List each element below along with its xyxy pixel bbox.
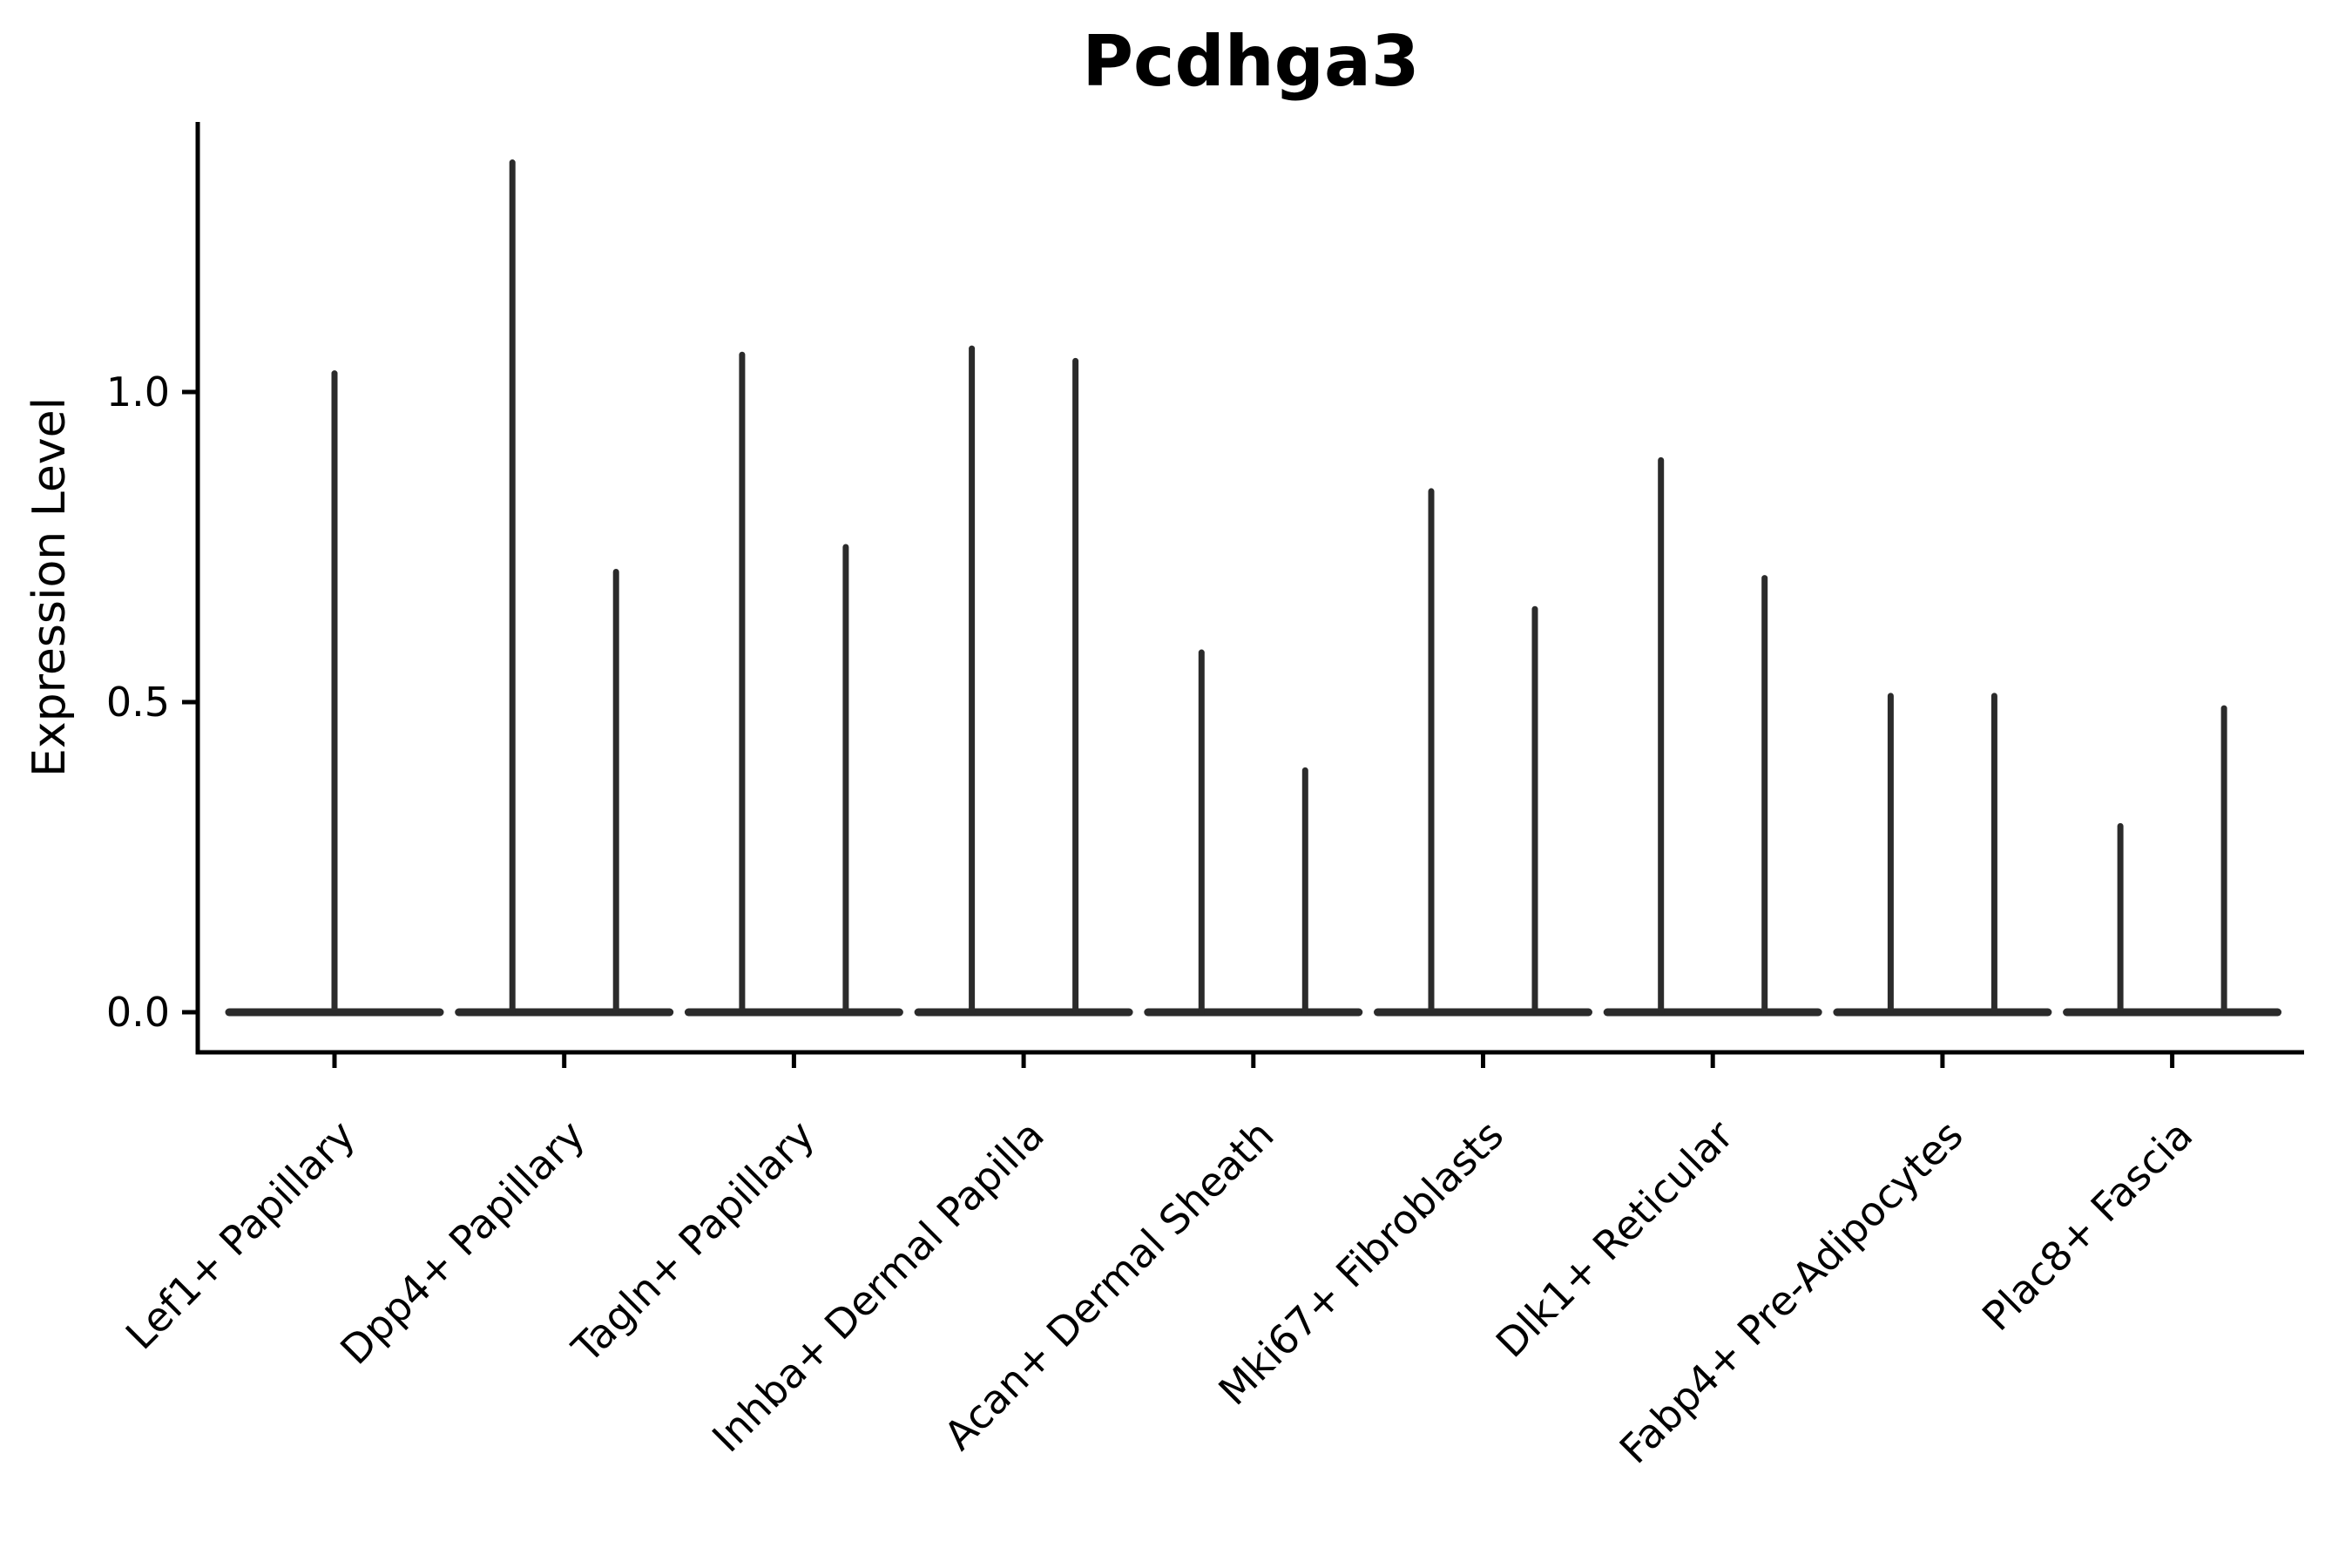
- y-tick-label: 0.0: [106, 989, 170, 1036]
- x-tick-label: Tagln+ Papillary: [563, 1112, 824, 1373]
- x-tick-label: Dpp4+ Papillary: [331, 1112, 593, 1374]
- x-tick-label: Plac8+ Fascia: [1973, 1112, 2201, 1340]
- y-axis-label: Expression Level: [24, 397, 76, 777]
- y-tick-label: 0.5: [106, 679, 170, 726]
- y-tick-label: 1.0: [106, 368, 170, 416]
- x-tick-label: Dlk1+ Reticular: [1487, 1112, 1742, 1367]
- x-tick-label: Lef1+ Papillary: [117, 1112, 364, 1359]
- chart-title: Pcdhga3: [1082, 21, 1419, 102]
